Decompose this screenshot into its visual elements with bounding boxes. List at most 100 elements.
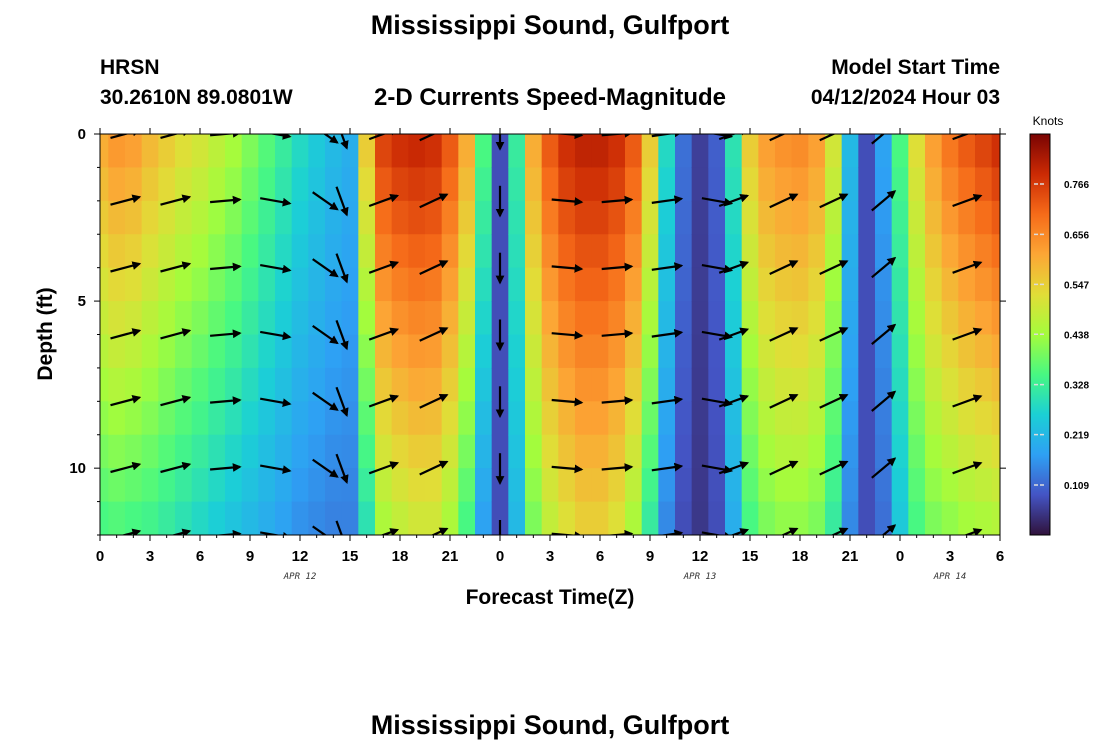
heatmap-cell: [575, 167, 593, 202]
x-tick-label: 21: [842, 548, 859, 565]
heatmap-cell: [125, 200, 143, 235]
current-vector: [769, 193, 799, 209]
heatmap-cell: [425, 434, 443, 469]
current-vector: [769, 134, 799, 142]
heatmap-cell: [508, 267, 526, 302]
heatmap-cell: [358, 468, 376, 503]
heatmap-cell: [491, 434, 509, 469]
heatmap-cell: [775, 434, 793, 469]
current-vector: [368, 394, 400, 408]
current-vector: [170, 528, 192, 535]
heatmap-cell: [608, 434, 626, 469]
heatmap-cell: [808, 200, 826, 235]
heatmap-cell: [341, 167, 359, 202]
heatmap-cell: [641, 468, 659, 503]
heatmap-cell: [258, 301, 276, 336]
heatmap-cell: [125, 267, 143, 302]
current-vector: [963, 528, 983, 535]
heatmap-cell: [641, 234, 659, 269]
heatmap-cell: [391, 334, 409, 369]
heatmap-cell: [458, 434, 476, 469]
heatmap-cell: [308, 468, 326, 503]
heatmap-cell: [625, 234, 643, 269]
heatmap-cell: [425, 134, 443, 169]
current-vector: [260, 464, 292, 474]
heatmap-cell: [441, 468, 459, 503]
heatmap-cell: [108, 334, 126, 369]
heatmap-cell: [441, 200, 459, 235]
heatmap-cell: [891, 468, 909, 503]
heatmap-cell: [575, 501, 593, 535]
heatmap-cell: [825, 200, 843, 235]
heatmap-cell: [508, 434, 526, 469]
heatmap-cell: [258, 200, 276, 235]
heatmap-cell: [275, 167, 293, 202]
current-vector: [871, 390, 897, 412]
heatmap-cell: [708, 267, 726, 302]
heatmap-cell: [458, 301, 476, 336]
heatmap-cell: [558, 434, 576, 469]
heatmap-cell: [125, 501, 143, 535]
current-vector: [210, 262, 242, 272]
heatmap-cell: [741, 234, 759, 269]
heatmap-cell: [641, 134, 659, 169]
heatmap-cell: [191, 200, 209, 235]
heatmap-cell: [100, 434, 109, 469]
x-tick-label: 3: [946, 548, 954, 565]
heatmap-cell: [808, 334, 826, 369]
chart-subtitle: 2-D Currents Speed-Magnitude: [373, 84, 727, 111]
heatmap-cell: [875, 334, 893, 369]
heatmap-cell: [291, 401, 309, 436]
heatmap-cell: [658, 367, 676, 402]
heatmap-cell: [441, 167, 459, 202]
heatmap-cell: [508, 200, 526, 235]
heatmap-cell: [375, 468, 393, 503]
heatmap-cell: [158, 468, 176, 503]
current-vector: [601, 262, 634, 272]
heatmap-cell: [825, 334, 843, 369]
heatmap-cell: [425, 301, 443, 336]
heatmap-cell: [641, 200, 659, 235]
heatmap-cell: [675, 434, 693, 469]
heatmap-cell: [625, 267, 643, 302]
heatmap-cell: [108, 167, 126, 202]
heatmap-cell: [758, 134, 776, 169]
current-vector: [312, 191, 339, 211]
current-vectors: [110, 134, 983, 535]
heatmap-cell: [258, 334, 276, 369]
heatmap-cell: [825, 367, 843, 402]
model-start-value: 04/12/2024 Hour 03: [810, 86, 1000, 109]
heatmap-cell: [808, 167, 826, 202]
heatmap-cell: [708, 334, 726, 369]
heatmap-cell: [641, 401, 659, 436]
heatmap-cell: [475, 501, 493, 535]
current-vector: [780, 527, 799, 535]
heatmap-cell: [875, 401, 893, 436]
heatmap-cell: [425, 234, 443, 269]
heatmap-cell: [658, 468, 676, 503]
heatmap-cell: [708, 434, 726, 469]
heatmap-cell: [775, 167, 793, 202]
heatmap-cell: [558, 167, 576, 202]
current-vector: [335, 320, 349, 351]
heatmap-cell: [591, 200, 609, 235]
heatmap-cell: [641, 167, 659, 202]
heatmap-cell: [158, 134, 176, 169]
heatmap-cell: [408, 234, 426, 269]
heatmap-cell: [408, 401, 426, 436]
current-vector: [601, 329, 634, 339]
heatmap-cell: [158, 301, 176, 336]
heatmap-cell: [425, 367, 443, 402]
heatmap-cell: [758, 267, 776, 302]
heatmap-cell: [508, 301, 526, 336]
heatmap-cell: [258, 267, 276, 302]
heatmap-cell: [100, 367, 109, 402]
current-vector: [551, 330, 584, 340]
heatmap-cell: [525, 234, 543, 269]
heatmap-cell: [625, 367, 643, 402]
heatmap-cell: [175, 367, 193, 402]
current-vector: [601, 195, 634, 205]
heatmap-cell: [558, 468, 576, 503]
heatmap-cell: [908, 267, 926, 302]
heatmap-cell: [958, 134, 976, 169]
